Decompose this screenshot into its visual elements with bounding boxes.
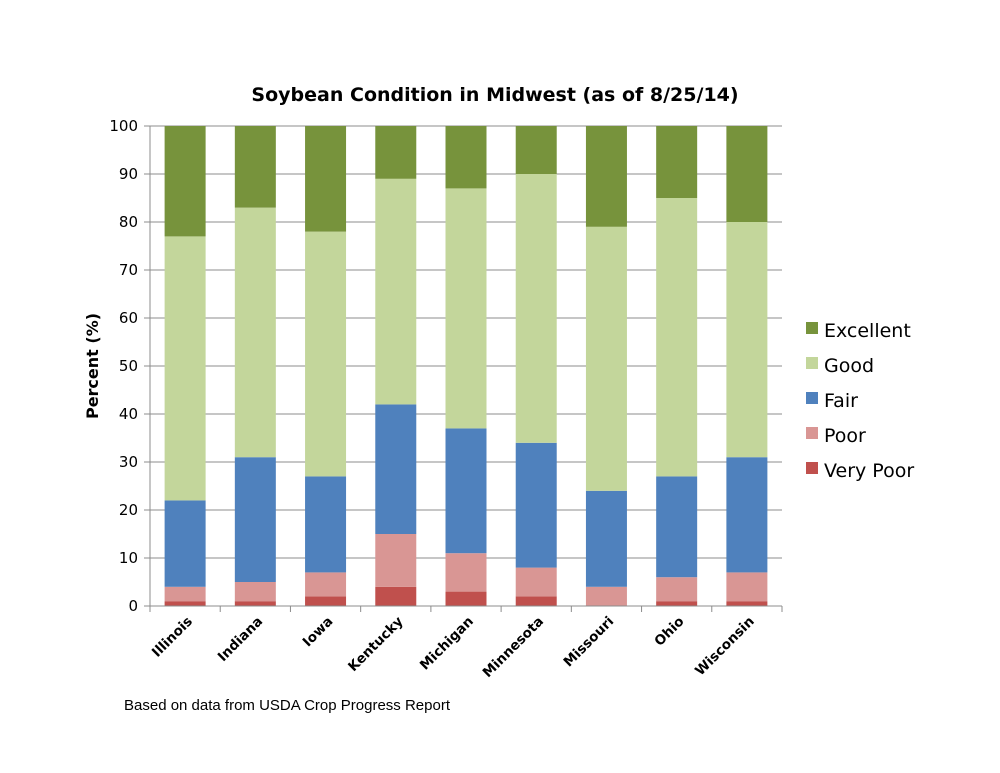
y-tick-label: 80 <box>119 213 138 231</box>
y-tick-label: 100 <box>109 117 138 135</box>
bar-segment-very-poor <box>305 596 347 606</box>
bars <box>164 126 768 606</box>
bar-segment-excellent <box>164 126 206 237</box>
y-tick-label: 40 <box>119 405 138 423</box>
x-tick-label: Missouri <box>560 614 617 671</box>
x-tick-label: Wisconsin <box>692 614 758 680</box>
bar-segment-good <box>164 236 206 501</box>
bar-segment-excellent <box>445 126 487 189</box>
x-tick-label: Kentucky <box>345 613 407 675</box>
axes <box>149 126 782 607</box>
bar-segment-very-poor <box>445 591 487 606</box>
bar-segment-fair <box>726 457 768 573</box>
bar-segment-excellent <box>305 126 347 232</box>
y-axis-ticks: 0 10 20 30 40 50 60 70 80 90 100 <box>109 117 150 615</box>
bar-segment-fair <box>234 457 276 582</box>
y-tick-label: 30 <box>119 453 138 471</box>
x-tick-label: Michigan <box>417 614 477 674</box>
legend-label: Poor <box>824 425 866 447</box>
bar-segment-very-poor <box>234 601 276 606</box>
legend-label: Good <box>824 355 874 377</box>
legend-label: Fair <box>824 390 858 412</box>
bar-segment-good <box>726 222 768 458</box>
bar-segment-fair <box>445 428 487 554</box>
legend-swatch <box>806 427 818 439</box>
bar-segment-very-poor <box>375 586 417 606</box>
legend-label: Excellent <box>824 320 911 342</box>
x-tick-label: Indiana <box>215 614 266 665</box>
y-tick-label: 90 <box>119 165 138 183</box>
x-tick-label: Ohio <box>651 614 687 650</box>
bar-segment-fair <box>515 442 557 568</box>
bar-segment-good <box>515 174 557 443</box>
y-tick-label: 50 <box>119 357 138 375</box>
y-tick-label: 0 <box>128 597 138 615</box>
x-tick-label: Minnesota <box>480 614 547 681</box>
bar-segment-excellent <box>656 126 698 198</box>
bar-segment-poor <box>585 586 627 606</box>
legend-swatch <box>806 462 818 474</box>
y-tick-label: 60 <box>119 309 138 327</box>
bar-segment-poor <box>375 534 417 587</box>
bar-segment-poor <box>515 567 557 597</box>
y-axis-label: Percent (%) <box>83 313 102 419</box>
y-tick-label: 10 <box>119 549 138 567</box>
bar-segment-very-poor <box>164 601 206 606</box>
bar-segment-excellent <box>585 126 627 227</box>
bar-segment-fair <box>375 404 417 534</box>
bar-segment-poor <box>726 572 768 602</box>
bar-segment-very-poor <box>726 601 768 606</box>
bar-segment-good <box>234 207 276 458</box>
legend-swatch <box>806 357 818 369</box>
bar-segment-fair <box>585 490 627 587</box>
chart-title: Soybean Condition in Midwest (as of 8/25… <box>251 84 738 106</box>
bar-segment-good <box>656 198 698 477</box>
bar-segment-good <box>585 226 627 491</box>
bar-segment-excellent <box>234 126 276 208</box>
bar-segment-poor <box>164 586 206 602</box>
bar-segment-poor <box>656 577 698 602</box>
bar-segment-poor <box>445 553 487 592</box>
x-tick-label: Iowa <box>300 614 337 651</box>
bar-segment-fair <box>305 476 347 573</box>
legend-swatch <box>806 322 818 334</box>
x-axis-ticks: Illinois Indiana Iowa Kentucky Michigan Minne… <box>149 606 783 681</box>
legend-swatch <box>806 392 818 404</box>
bar-segment-excellent <box>726 126 768 222</box>
legend-label: Very Poor <box>824 460 914 482</box>
bar-segment-good <box>305 231 347 477</box>
bar-segment-fair <box>164 500 206 587</box>
x-tick-label: Illinois <box>149 614 196 661</box>
y-tick-label: 20 <box>119 501 138 519</box>
bar-segment-good <box>375 178 417 405</box>
legend: Excellent Good Fair Poor Very Poor <box>806 320 914 482</box>
bar-segment-very-poor <box>515 596 557 606</box>
y-tick-label: 70 <box>119 261 138 279</box>
source-note: Based on data from USDA Crop Progress Re… <box>124 697 451 714</box>
bar-segment-good <box>445 188 487 429</box>
bar-segment-poor <box>305 572 347 597</box>
bar-segment-very-poor <box>656 601 698 606</box>
bar-segment-excellent <box>375 126 417 179</box>
bar-segment-excellent <box>515 126 557 174</box>
bar-segment-poor <box>234 582 276 602</box>
bar-segment-fair <box>656 476 698 578</box>
